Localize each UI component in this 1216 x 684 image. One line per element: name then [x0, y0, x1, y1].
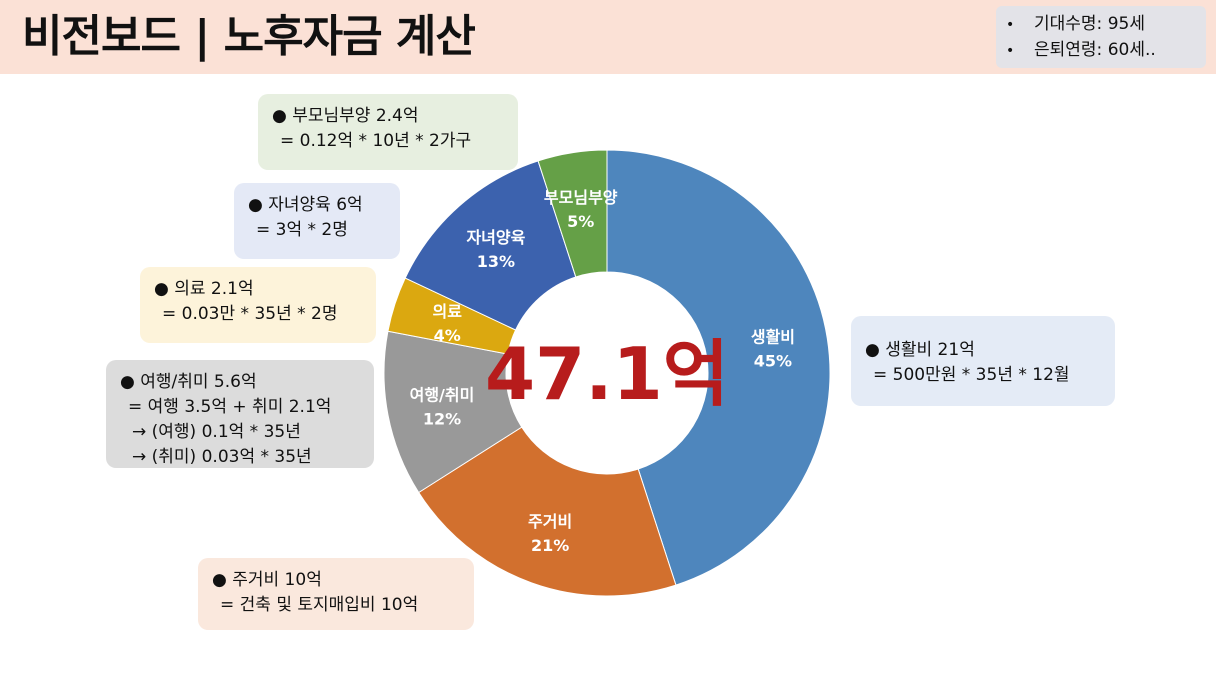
slice-category-label: 여행/취미 [410, 385, 475, 404]
callout-formula: = 500만원 * 35년 * 12월 [873, 365, 1070, 385]
life-expectancy-text: 기대수명: 95세 [1034, 14, 1145, 34]
slice-category-label: 부모님부양 [544, 188, 618, 207]
callout-formula: = 0.03만 * 35년 * 2명 [162, 304, 338, 324]
callout-travel-hobby: ● 여행/취미 5.6억 = 여행 3.5억 + 취미 2.1억 → (여행) … [106, 360, 374, 468]
callout-formula-hobby: → (취미) 0.03억 * 35년 [132, 447, 312, 467]
slice-percent-label: 45% [754, 352, 792, 371]
callout-living-expenses: ● 생활비 21억 = 500만원 * 35년 * 12월 [851, 316, 1115, 406]
callout-formula-travel: → (여행) 0.1억 * 35년 [132, 422, 301, 442]
retirement-age-text: 은퇴연령: 60세.. [1034, 40, 1156, 60]
donut-slice-parents-support [537, 149, 608, 278]
callout-medical: ● 의료 2.1억 = 0.03만 * 35년 * 2명 [140, 267, 376, 343]
slice-percent-label: 13% [477, 252, 515, 271]
info-box: • 기대수명: 95세 • 은퇴연령: 60세.. [996, 6, 1206, 68]
callout-parents-support: ● 부모님부양 2.4억 = 0.12억 * 10년 * 2가구 [258, 94, 518, 170]
callout-heading: ● 주거비 10억 [212, 570, 322, 590]
info-line-retirement-age: • 은퇴연령: 60세.. [1006, 37, 1206, 63]
slice-percent-label: 5% [567, 212, 594, 231]
bullet-icon: • [1006, 17, 1015, 33]
callout-housing: ● 주거비 10억 = 건축 및 토지매입비 10억 [198, 558, 474, 630]
callout-heading: ● 자녀양육 6억 [248, 195, 363, 215]
slice-percent-label: 21% [531, 536, 569, 555]
slice-category-label: 의료 [432, 302, 462, 321]
slice-percent-label: 12% [423, 409, 461, 428]
page-title: 비전보드 | 노후자금 계산 [22, 11, 476, 62]
slice-category-label: 주거비 [528, 512, 572, 531]
donut-slice-housing [418, 426, 677, 597]
callout-formula: = 3억 * 2명 [256, 220, 348, 240]
donut-center-total: 47.1억 [485, 332, 729, 416]
callout-child-rearing: ● 자녀양육 6억 = 3억 * 2명 [234, 183, 400, 259]
callout-heading: ● 의료 2.1억 [154, 279, 254, 299]
slice-percent-label: 4% [434, 326, 461, 345]
info-line-life-expectancy: • 기대수명: 95세 [1006, 11, 1206, 37]
callout-heading: ● 부모님부양 2.4억 [272, 106, 419, 126]
bullet-icon: • [1006, 43, 1015, 59]
callout-formula: = 여행 3.5억 + 취미 2.1억 [128, 397, 332, 417]
header-bar: 비전보드 | 노후자금 계산 • 기대수명: 95세 • 은퇴연령: 60세.. [0, 0, 1216, 74]
slice-category-label: 생활비 [751, 328, 795, 347]
callout-heading: ● 여행/취미 5.6억 [120, 372, 257, 392]
slice-category-label: 자녀양육 [466, 228, 525, 247]
donut-slice-child-rearing [404, 160, 577, 331]
callout-formula: = 건축 및 토지매입비 10억 [220, 595, 419, 615]
donut-slice-living [606, 149, 831, 586]
callout-formula: = 0.12억 * 10년 * 2가구 [280, 131, 472, 151]
callout-heading: ● 생활비 21억 [865, 340, 975, 360]
